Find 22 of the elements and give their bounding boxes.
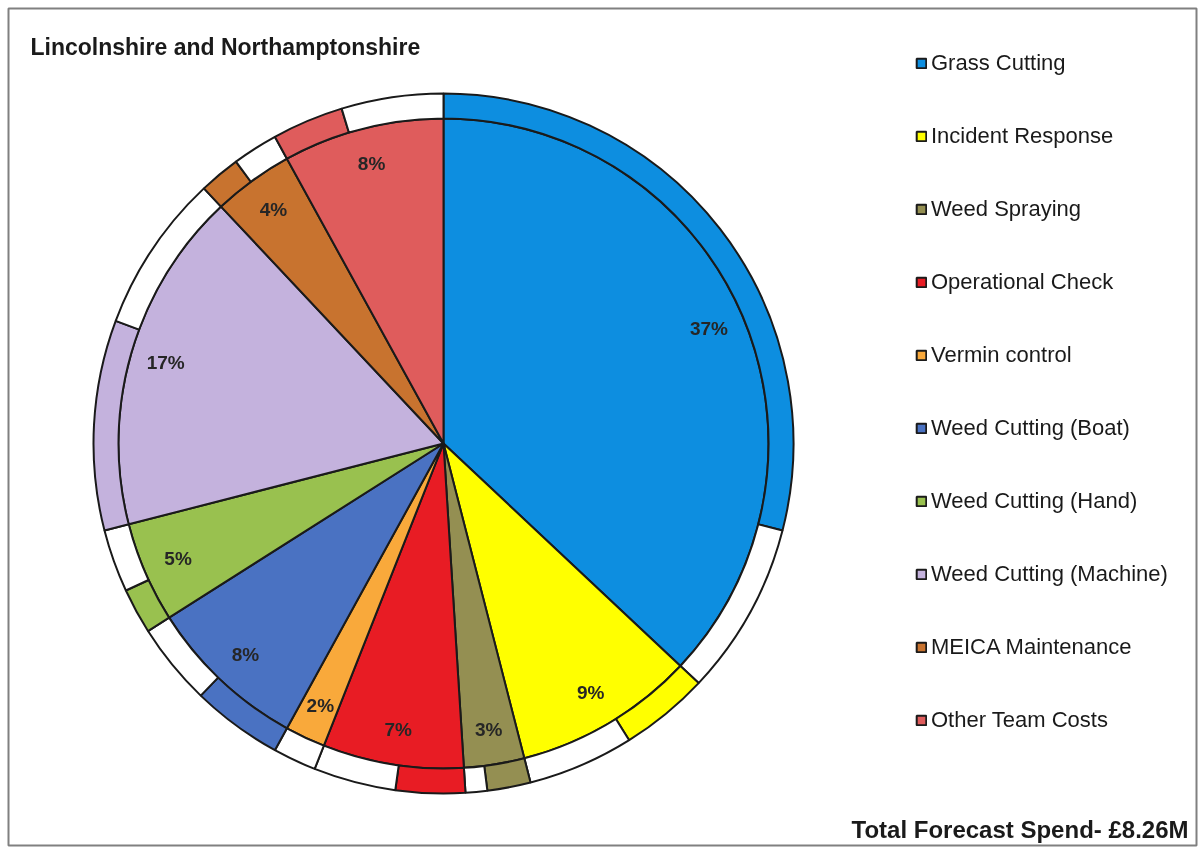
data-label: 8% (357, 152, 386, 174)
legend-label: Weed Spraying (931, 196, 1082, 222)
legend-label: MEICA Maintenance (931, 634, 1132, 660)
data-label: 7% (384, 718, 413, 740)
data-label: 9% (577, 681, 605, 703)
legend-label: Incident Response (931, 123, 1114, 149)
data-label: 17% (146, 352, 185, 374)
text: Total Forecast Spend- £8.26M (851, 815, 1189, 843)
legend-label: Other Team Costs (931, 707, 1108, 733)
legend-label: Grass Cutting (931, 50, 1066, 76)
legend-label: Weed Cutting (Boat) (931, 415, 1130, 441)
data-label: 8% (231, 643, 260, 665)
legend-label: Weed Cutting (Machine) (931, 561, 1168, 587)
data-label: 4% (259, 198, 288, 220)
legend-label: Operational Check (931, 269, 1114, 295)
data-label: 2% (306, 694, 335, 716)
data-label: 3% (475, 718, 503, 740)
data-label: 5% (164, 547, 192, 569)
legend-label: Weed Cutting (Hand) (931, 488, 1138, 514)
chart-title: Lincolnshire and Northamptonshire (30, 33, 421, 60)
data-label: 37% (689, 318, 729, 340)
legend-label: Vermin control (931, 342, 1072, 368)
